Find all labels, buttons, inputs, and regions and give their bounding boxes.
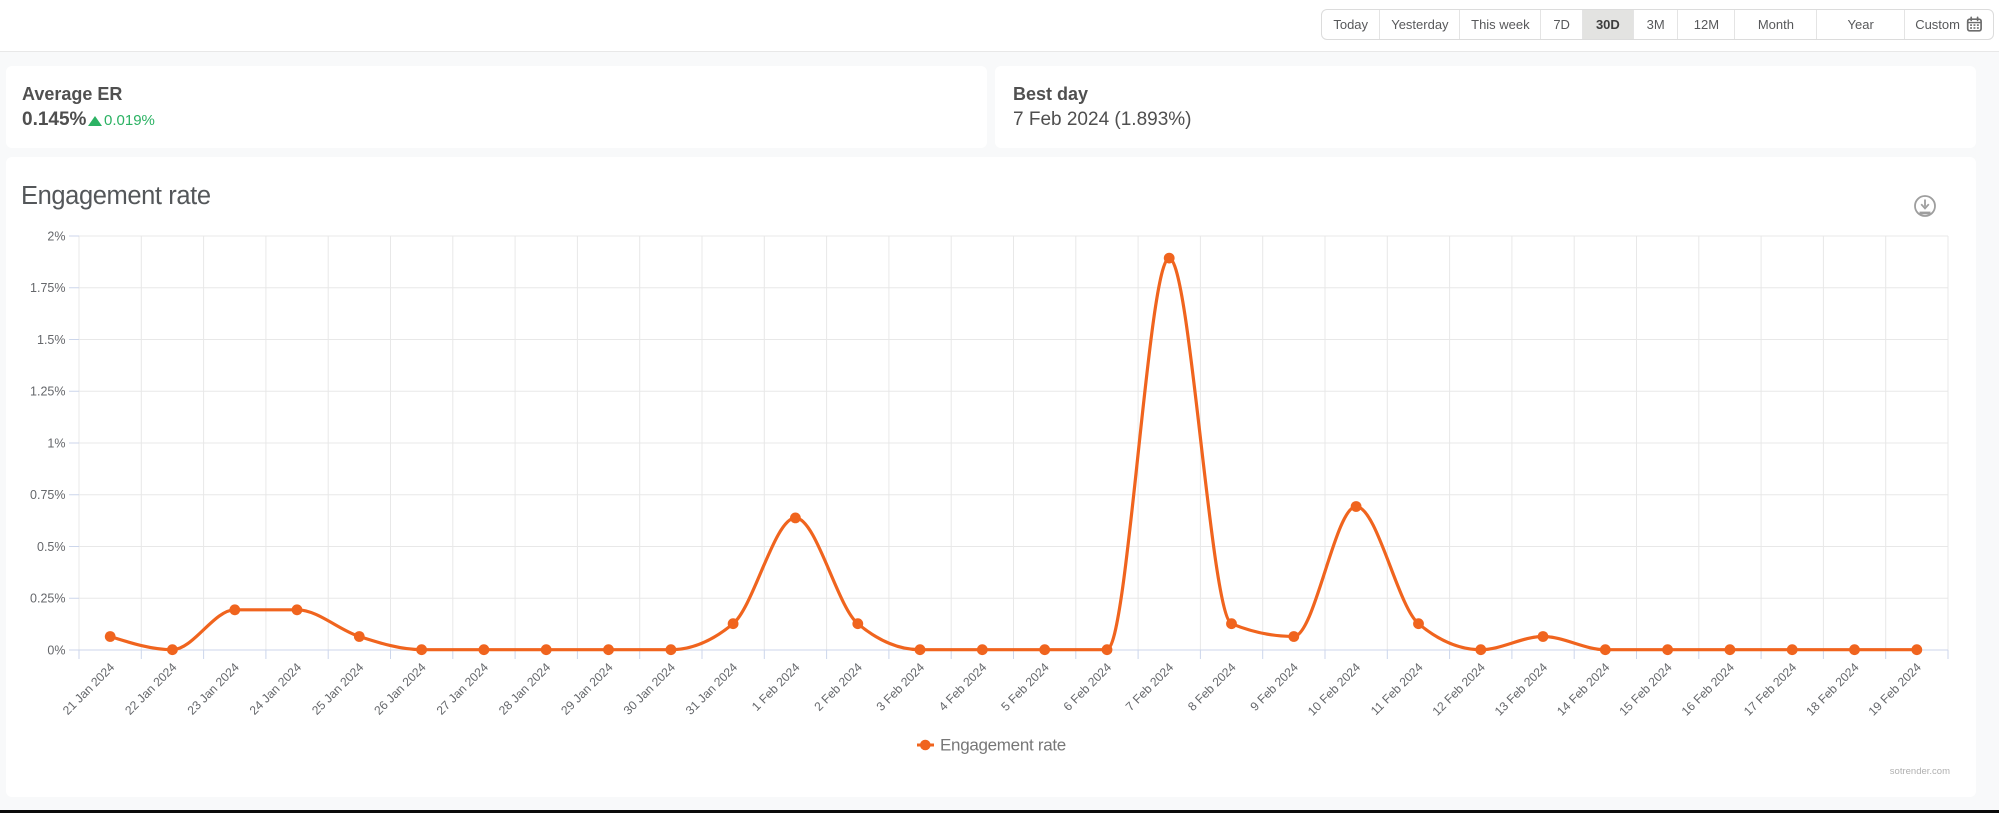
svg-text:8 Feb 2024: 8 Feb 2024 bbox=[1185, 660, 1239, 714]
svg-text:11 Feb 2024: 11 Feb 2024 bbox=[1368, 660, 1426, 718]
svg-text:0.5%: 0.5% bbox=[37, 540, 66, 554]
svg-text:25 Jan 2024: 25 Jan 2024 bbox=[309, 660, 366, 717]
svg-text:3 Feb 2024: 3 Feb 2024 bbox=[874, 660, 928, 714]
svg-text:15 Feb 2024: 15 Feb 2024 bbox=[1616, 660, 1674, 718]
svg-text:6 Feb 2024: 6 Feb 2024 bbox=[1061, 660, 1115, 714]
svg-text:7 Feb 2024: 7 Feb 2024 bbox=[1123, 660, 1177, 714]
svg-text:5 Feb 2024: 5 Feb 2024 bbox=[998, 660, 1052, 714]
svg-text:0.25%: 0.25% bbox=[30, 592, 65, 606]
svg-text:18 Feb 2024: 18 Feb 2024 bbox=[1803, 660, 1861, 718]
svg-text:13 Feb 2024: 13 Feb 2024 bbox=[1492, 660, 1550, 718]
svg-text:Engagement rate: Engagement rate bbox=[940, 736, 1066, 755]
svg-text:23 Jan 2024: 23 Jan 2024 bbox=[185, 660, 242, 717]
svg-text:4 Feb 2024: 4 Feb 2024 bbox=[936, 660, 990, 714]
svg-text:sotrender.com: sotrender.com bbox=[1890, 766, 1950, 777]
svg-text:16 Feb 2024: 16 Feb 2024 bbox=[1679, 660, 1737, 718]
svg-text:2%: 2% bbox=[47, 229, 65, 243]
svg-text:1.75%: 1.75% bbox=[30, 281, 65, 295]
svg-text:1.25%: 1.25% bbox=[30, 385, 65, 399]
svg-text:26 Jan 2024: 26 Jan 2024 bbox=[371, 660, 428, 717]
svg-text:14 Feb 2024: 14 Feb 2024 bbox=[1554, 660, 1612, 718]
svg-text:Engagement rate: Engagement rate bbox=[21, 182, 211, 210]
svg-text:12 Feb 2024: 12 Feb 2024 bbox=[1430, 660, 1488, 718]
svg-text:1%: 1% bbox=[47, 436, 65, 450]
svg-text:28 Jan 2024: 28 Jan 2024 bbox=[496, 660, 553, 717]
svg-text:29 Jan 2024: 29 Jan 2024 bbox=[558, 660, 615, 717]
svg-text:10 Feb 2024: 10 Feb 2024 bbox=[1305, 660, 1363, 718]
svg-text:0.75%: 0.75% bbox=[30, 488, 65, 502]
svg-text:30 Jan 2024: 30 Jan 2024 bbox=[621, 660, 678, 717]
svg-text:1.5%: 1.5% bbox=[37, 333, 66, 347]
svg-text:9 Feb 2024: 9 Feb 2024 bbox=[1247, 660, 1301, 714]
svg-text:27 Jan 2024: 27 Jan 2024 bbox=[434, 660, 491, 717]
svg-text:22 Jan 2024: 22 Jan 2024 bbox=[122, 660, 179, 717]
svg-text:19 Feb 2024: 19 Feb 2024 bbox=[1866, 660, 1924, 718]
svg-text:17 Feb 2024: 17 Feb 2024 bbox=[1741, 660, 1799, 718]
svg-text:2 Feb 2024: 2 Feb 2024 bbox=[811, 660, 865, 714]
svg-text:31 Jan 2024: 31 Jan 2024 bbox=[683, 660, 740, 717]
svg-text:24 Jan 2024: 24 Jan 2024 bbox=[247, 660, 304, 717]
svg-text:21 Jan 2024: 21 Jan 2024 bbox=[60, 660, 117, 717]
svg-text:1 Feb 2024: 1 Feb 2024 bbox=[749, 660, 803, 714]
svg-text:0%: 0% bbox=[47, 643, 65, 657]
